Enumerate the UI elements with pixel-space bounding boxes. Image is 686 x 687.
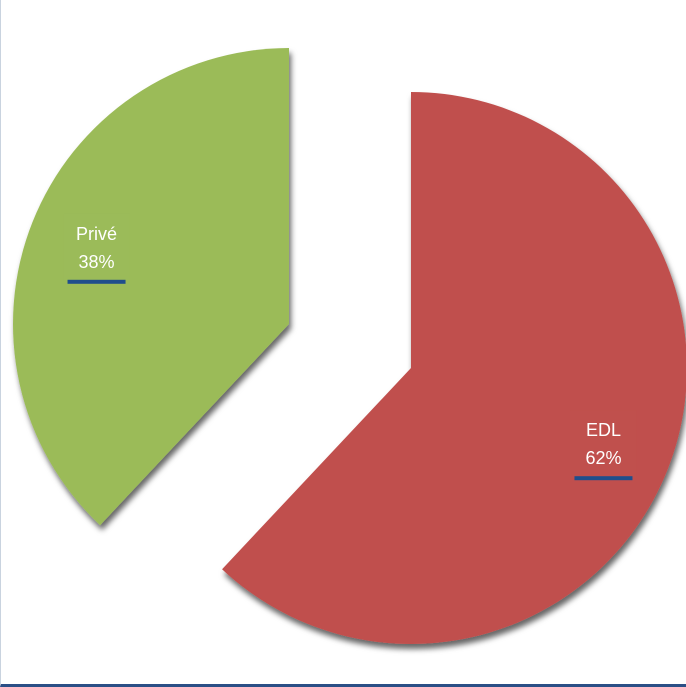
data-label-category: Privé (76, 224, 117, 244)
data-label-box (63, 213, 130, 282)
data-label-accent (67, 279, 126, 284)
data-label-prive: Privé 38% (63, 213, 130, 284)
data-label-percent: 62% (585, 448, 621, 468)
pie-slice-edl (222, 92, 686, 644)
data-label-category: EDL (586, 420, 621, 440)
labels-layer: EDL 62% Privé 38% (63, 213, 637, 481)
data-label-percent: 38% (79, 252, 115, 272)
data-label-accent (574, 476, 633, 481)
pie-slice-prive (12, 48, 289, 526)
slices-layer (12, 48, 686, 644)
data-label-edl: EDL 62% (570, 410, 637, 481)
data-label-box (570, 410, 637, 479)
